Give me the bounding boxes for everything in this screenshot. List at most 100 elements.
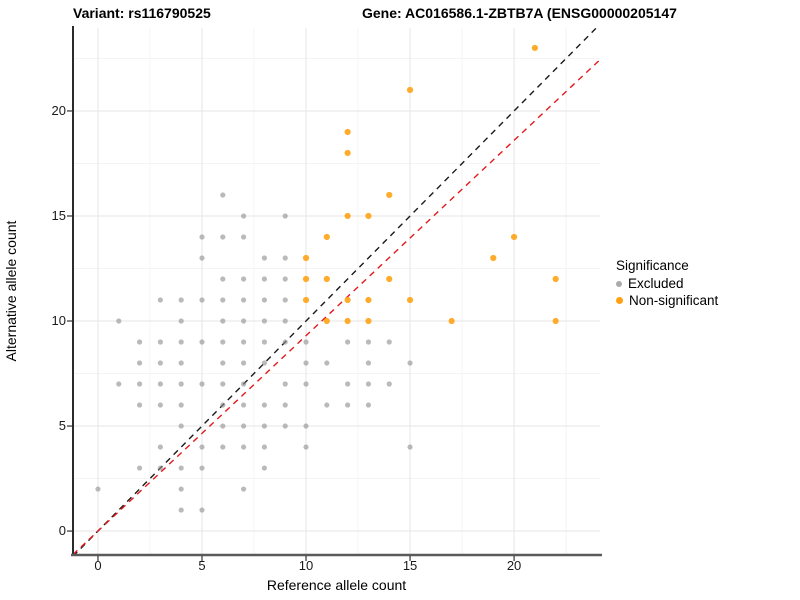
data-point xyxy=(220,276,226,282)
data-point xyxy=(157,402,163,408)
data-point xyxy=(282,276,288,282)
legend: Significance Excluded Non-significant xyxy=(616,258,718,310)
data-point xyxy=(241,486,247,492)
data-point xyxy=(344,128,351,136)
data-point xyxy=(220,360,226,366)
data-point xyxy=(157,297,163,303)
data-point xyxy=(157,381,163,387)
data-point xyxy=(303,381,309,387)
data-point xyxy=(241,297,247,303)
data-point xyxy=(323,317,330,325)
data-point xyxy=(199,234,205,240)
data-point xyxy=(510,233,518,241)
variant-title: Variant: rs116790525 xyxy=(73,5,211,21)
data-point xyxy=(157,360,163,366)
data-point xyxy=(199,297,205,303)
data-point xyxy=(386,275,393,283)
data-point xyxy=(199,444,205,450)
x-axis-title: Reference allele count xyxy=(266,577,407,593)
data-point xyxy=(241,381,247,387)
data-point xyxy=(323,275,330,283)
data-point xyxy=(552,275,559,283)
data-point xyxy=(157,444,163,450)
data-point xyxy=(220,318,226,324)
legend-item-label: Excluded xyxy=(628,276,684,291)
data-point xyxy=(282,255,288,261)
data-point xyxy=(303,423,309,429)
data-point xyxy=(282,339,288,345)
data-point xyxy=(365,339,372,345)
x-tick-label: 5 xyxy=(198,558,206,573)
data-point xyxy=(241,402,247,408)
data-point xyxy=(302,254,310,262)
data-point xyxy=(220,234,226,240)
data-point xyxy=(241,234,247,240)
y-tick-label: 10 xyxy=(51,313,66,328)
data-point xyxy=(407,360,413,366)
data-point xyxy=(241,276,247,282)
data-point xyxy=(178,318,184,324)
x-tick-label: 15 xyxy=(402,558,418,573)
data-point xyxy=(178,507,184,513)
y-tick-label: 20 xyxy=(51,102,66,118)
data-point xyxy=(261,360,268,366)
data-point xyxy=(261,423,268,429)
data-point xyxy=(241,360,247,366)
data-point xyxy=(344,212,351,220)
x-tick-label: 0 xyxy=(94,558,102,573)
series-non-significant xyxy=(302,44,559,325)
data-point xyxy=(282,297,288,303)
data-point xyxy=(406,86,414,94)
data-point xyxy=(386,191,393,199)
data-point xyxy=(220,297,226,303)
data-point xyxy=(157,339,163,345)
expected-ratio-line xyxy=(73,59,600,555)
data-point xyxy=(199,381,205,387)
data-point xyxy=(344,149,351,157)
data-point xyxy=(261,444,268,450)
x-tick-label: 20 xyxy=(506,558,522,573)
data-point xyxy=(365,317,372,325)
data-point xyxy=(324,360,330,366)
data-point xyxy=(282,213,288,219)
data-point xyxy=(261,402,268,408)
data-point xyxy=(261,318,268,324)
data-point xyxy=(282,381,288,387)
data-point xyxy=(178,402,184,408)
data-point xyxy=(386,339,392,345)
data-point xyxy=(178,423,184,429)
data-point xyxy=(324,402,330,408)
data-point xyxy=(136,402,143,408)
data-point xyxy=(261,465,268,471)
data-point xyxy=(241,318,247,324)
data-point xyxy=(344,317,351,325)
data-point xyxy=(220,339,226,345)
y-tick-label: 15 xyxy=(51,207,66,223)
y-tick-label: 0 xyxy=(58,523,66,539)
data-point xyxy=(345,402,351,408)
data-point xyxy=(199,507,205,513)
data-point xyxy=(95,486,101,492)
data-point xyxy=(136,339,143,345)
data-point xyxy=(136,360,143,366)
scatter-plot xyxy=(67,26,602,561)
data-point xyxy=(178,360,184,366)
data-point xyxy=(303,444,309,450)
legend-item-excluded: Excluded xyxy=(616,276,718,291)
identity-line xyxy=(73,28,598,555)
data-point xyxy=(261,297,268,303)
data-point xyxy=(282,402,288,408)
data-point xyxy=(220,402,226,408)
data-point xyxy=(344,296,351,304)
data-point xyxy=(302,296,310,304)
data-point xyxy=(116,318,122,324)
data-point xyxy=(220,423,226,429)
data-point xyxy=(220,381,226,387)
data-point xyxy=(261,339,268,345)
data-point xyxy=(261,276,268,282)
data-point xyxy=(303,360,309,366)
legend-title: Significance xyxy=(616,258,689,273)
data-point xyxy=(116,381,122,387)
data-point xyxy=(282,318,288,324)
